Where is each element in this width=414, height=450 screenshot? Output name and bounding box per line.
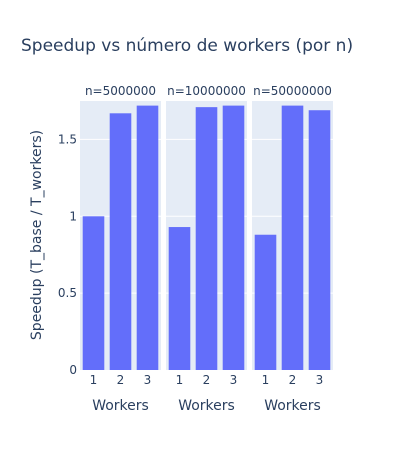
- x-tick-label: 3: [230, 373, 238, 387]
- x-tick-label: 1: [90, 373, 98, 387]
- bar: [168, 227, 191, 370]
- y-tick-label: 0: [69, 363, 77, 377]
- facet-panel: 1 2 3 n=50000000 Workers: [252, 84, 333, 414]
- facet-label: n=5000000: [85, 84, 156, 98]
- x-axis-label: Workers: [178, 398, 235, 414]
- bar: [82, 216, 105, 370]
- facet-label: n=10000000: [167, 84, 246, 98]
- bar: [136, 105, 159, 371]
- y-axis-label: Speedup (T_base / T_workers): [29, 130, 45, 340]
- facet-label: n=50000000: [253, 84, 332, 98]
- x-axis-label: Workers: [264, 398, 321, 414]
- facet-panel: 1 2 3 n=10000000 Workers: [166, 84, 247, 414]
- y-tick-label: 1: [69, 209, 77, 223]
- x-tick-label: 2: [117, 373, 125, 387]
- x-tick-label: 3: [144, 373, 152, 387]
- chart-title: Speedup vs número de workers (por n): [21, 36, 353, 56]
- x-tick-label: 1: [262, 373, 270, 387]
- y-tick-label: 1.5: [58, 132, 77, 146]
- x-tick-label: 3: [316, 373, 324, 387]
- x-tick-label: 1: [176, 373, 184, 387]
- x-tick-label: 2: [203, 373, 211, 387]
- bar: [222, 105, 245, 371]
- x-tick-label: 2: [289, 373, 297, 387]
- y-axis-ticks: 0 0.5 1 1.5: [58, 132, 77, 377]
- bar: [281, 105, 304, 371]
- bar: [254, 234, 277, 370]
- facet-panel: 1 2 3 n=5000000 Workers: [80, 84, 161, 414]
- bar: [109, 113, 132, 370]
- y-tick-label: 0.5: [58, 286, 77, 300]
- bar: [308, 110, 331, 371]
- x-axis-label: Workers: [92, 398, 149, 414]
- bar: [195, 107, 218, 371]
